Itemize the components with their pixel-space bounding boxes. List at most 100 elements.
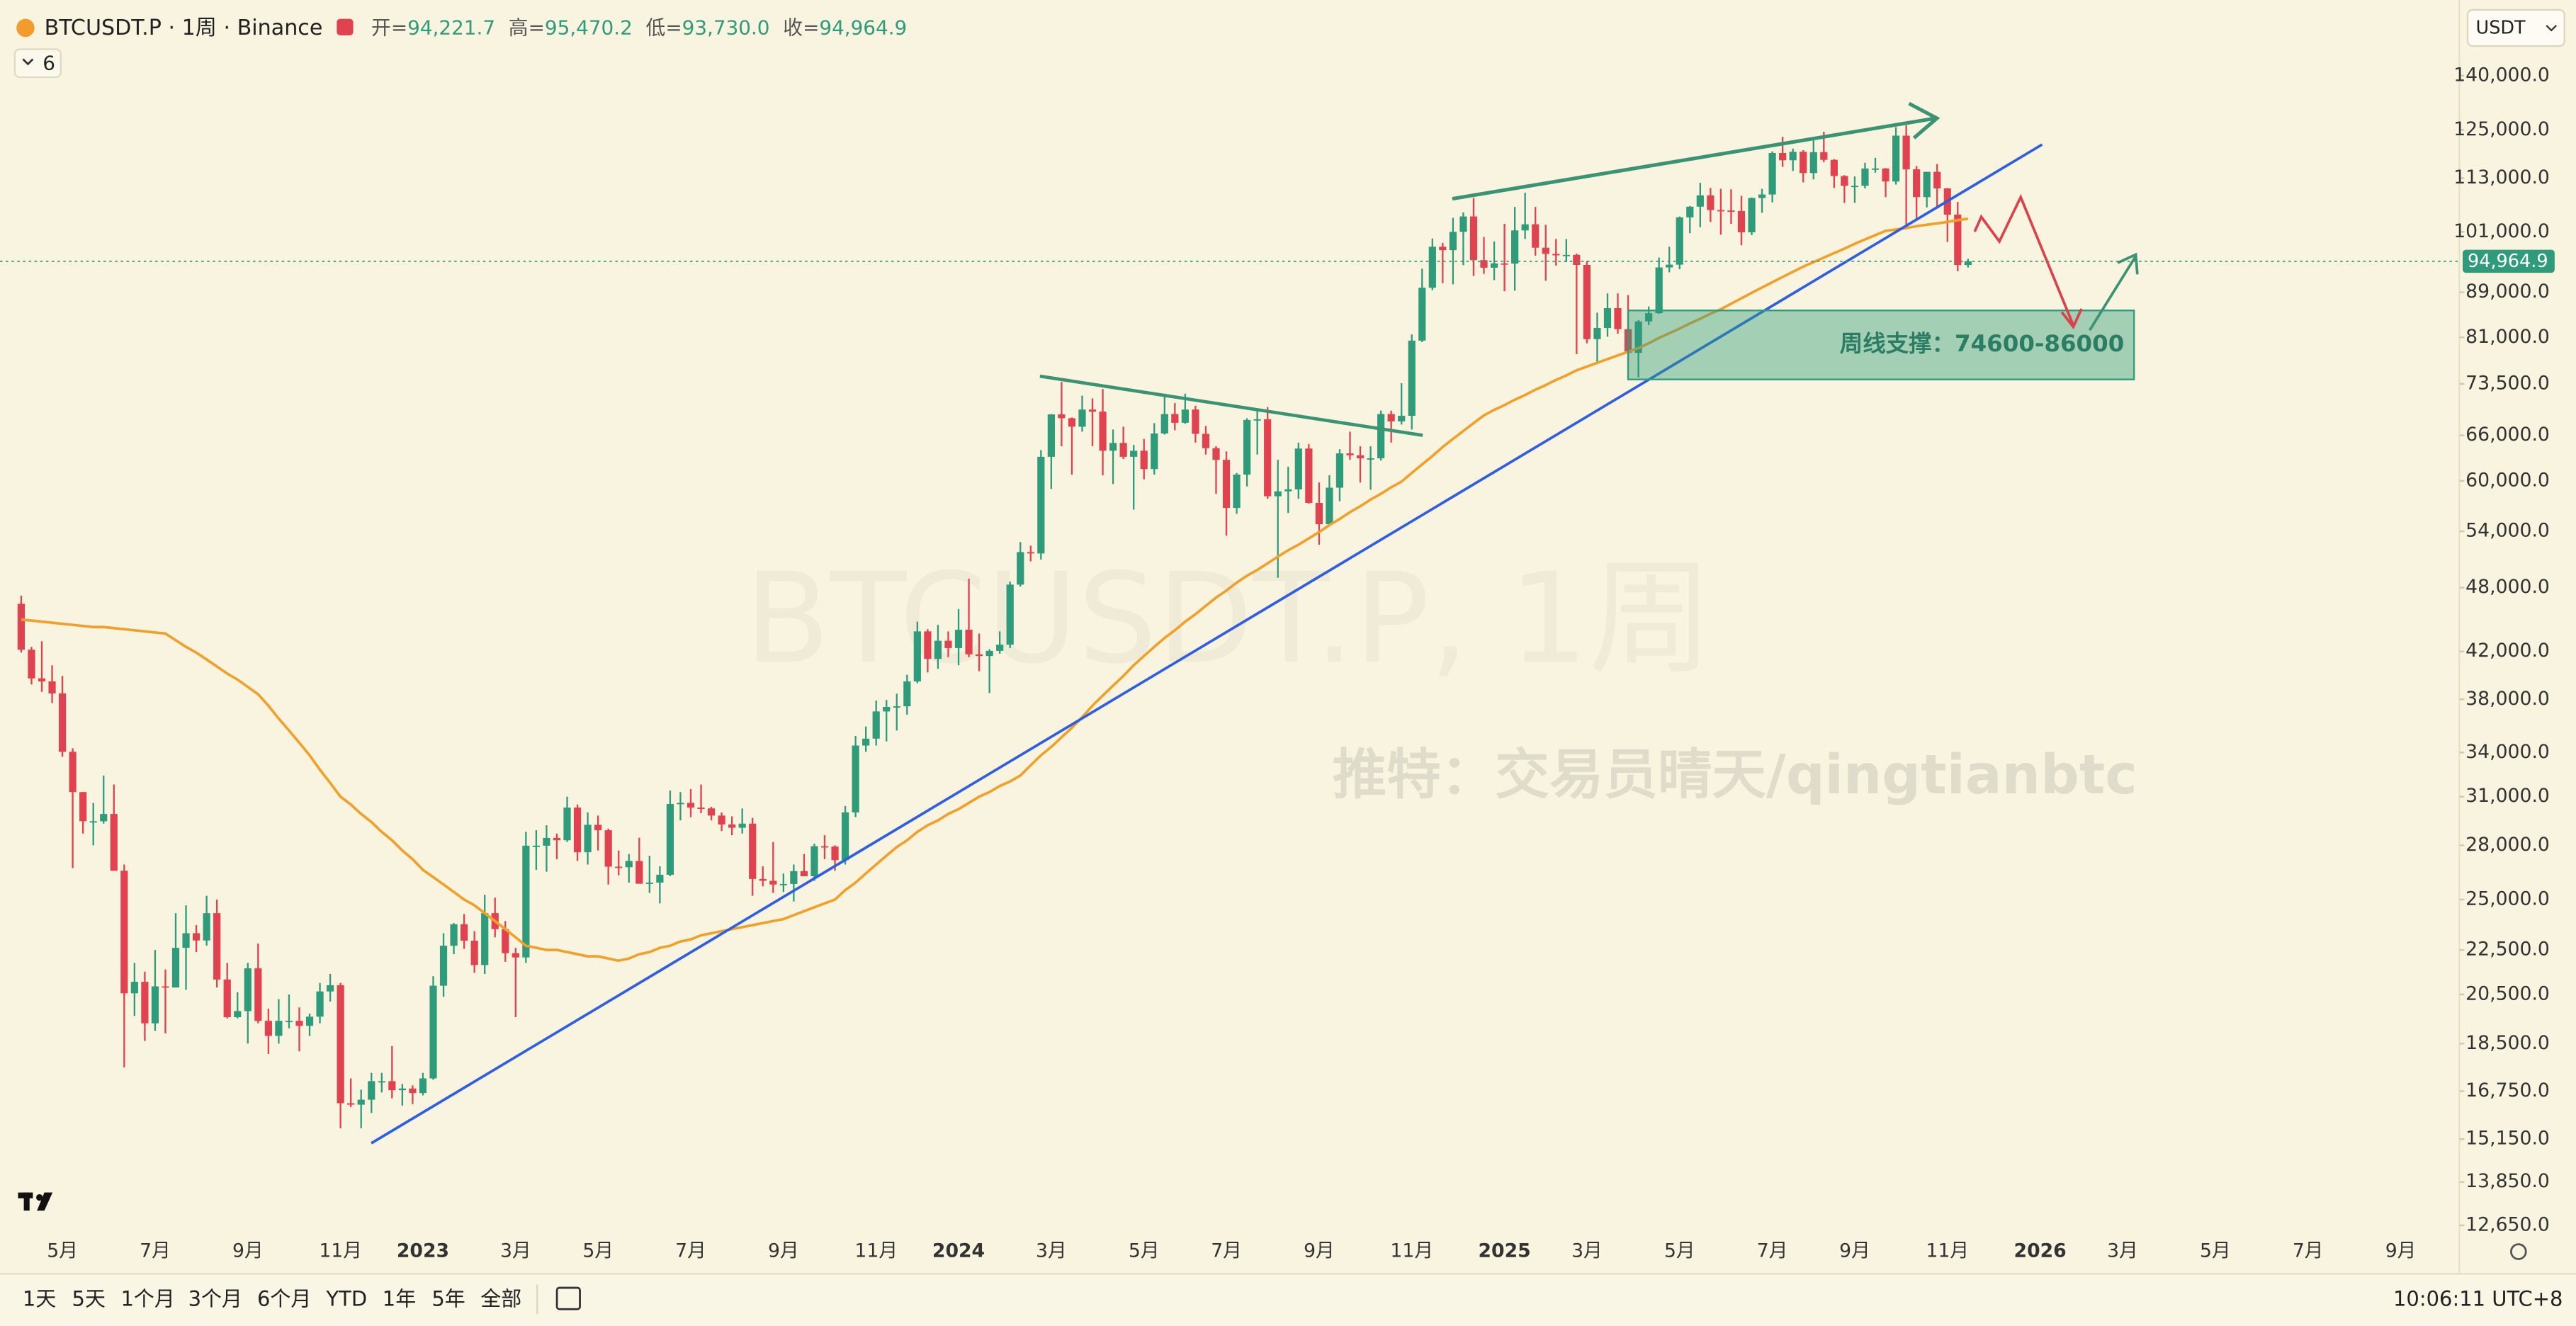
candle-body bbox=[69, 752, 77, 793]
range-button[interactable]: 1天 bbox=[23, 1286, 56, 1310]
candle-body bbox=[1676, 217, 1683, 265]
range-button[interactable]: 5年 bbox=[431, 1286, 465, 1310]
candle-body bbox=[1727, 210, 1735, 212]
settings-icon[interactable] bbox=[2510, 1243, 2527, 1260]
candle-body bbox=[130, 982, 138, 994]
candle-body bbox=[1058, 414, 1066, 419]
axes: 140,000.0 125,000.0 113,000.0 101,000.0 89,0… bbox=[0, 64, 2555, 1262]
quote-value: 93,730.0 bbox=[682, 16, 770, 40]
candle-body bbox=[1634, 321, 1642, 353]
candle-body bbox=[944, 640, 952, 648]
candle-body bbox=[1160, 414, 1168, 434]
candle-body bbox=[110, 814, 118, 871]
candle-body bbox=[1933, 171, 1941, 188]
candle-body bbox=[893, 706, 900, 708]
y-tick-label: 15,150.0 bbox=[2465, 1128, 2550, 1150]
x-tick-label: 5月 bbox=[1129, 1240, 1160, 1262]
y-tick-label: 16,750.0 bbox=[2465, 1080, 2550, 1101]
candle-body bbox=[800, 871, 808, 877]
candle-body bbox=[707, 808, 716, 816]
range-button[interactable]: 3个月 bbox=[188, 1286, 242, 1310]
y-tick-label: 18,500.0 bbox=[2465, 1032, 2550, 1054]
candle-body bbox=[635, 861, 643, 884]
x-tick-label: 3月 bbox=[2107, 1240, 2138, 1262]
candle-body bbox=[759, 878, 767, 881]
candle-body bbox=[89, 821, 97, 823]
candle-body bbox=[1140, 450, 1148, 470]
range-button[interactable]: 6个月 bbox=[257, 1286, 311, 1310]
y-tick-label: 81,000.0 bbox=[2465, 326, 2550, 348]
candle-body bbox=[872, 711, 880, 739]
last-price-tag bbox=[2462, 249, 2555, 273]
candle-body bbox=[1047, 414, 1055, 457]
range-button[interactable]: 1年 bbox=[383, 1286, 416, 1310]
candle-body bbox=[1820, 152, 1828, 160]
candle-body bbox=[17, 604, 26, 650]
candle-body bbox=[1768, 152, 1776, 195]
candle-body bbox=[1871, 168, 1880, 170]
candle-body bbox=[275, 1021, 283, 1036]
quote-value: 94,221.7 bbox=[407, 16, 495, 40]
quote-value: 95,470.2 bbox=[545, 16, 633, 40]
candle-body bbox=[1480, 260, 1488, 268]
indicator-toggle[interactable] bbox=[13, 48, 62, 79]
candle-body bbox=[1882, 168, 1889, 182]
upper-trendline bbox=[1452, 116, 1936, 201]
x-tick-label: 2024 bbox=[932, 1240, 985, 1262]
candle-body bbox=[1851, 186, 1859, 188]
candle-body bbox=[645, 883, 653, 884]
candle-body bbox=[1552, 254, 1560, 256]
y-tick-label: 48,000.0 bbox=[2465, 576, 2550, 598]
candle-body bbox=[1284, 489, 1292, 492]
candle-body bbox=[1830, 159, 1838, 176]
candle-body bbox=[182, 933, 190, 948]
candle-body bbox=[1243, 419, 1251, 475]
candle-body bbox=[1737, 210, 1746, 232]
candle-body bbox=[1717, 210, 1725, 212]
candle-body bbox=[779, 883, 787, 885]
y-tick-label: 20,500.0 bbox=[2465, 982, 2550, 1004]
candle-body bbox=[409, 1088, 417, 1094]
goto-date-icon[interactable] bbox=[555, 1286, 581, 1310]
range-button[interactable]: 5天 bbox=[72, 1286, 106, 1310]
rebound-arrow bbox=[2089, 255, 2137, 332]
candle-body bbox=[58, 693, 67, 752]
candle-body bbox=[368, 1081, 375, 1100]
candle-body bbox=[162, 986, 169, 988]
candle-body bbox=[1151, 433, 1158, 470]
candle-body bbox=[697, 808, 705, 810]
candle-body bbox=[100, 814, 108, 822]
x-tick-label: 11月 bbox=[1390, 1240, 1433, 1262]
candle-body bbox=[1335, 453, 1344, 488]
x-tick-label: 11月 bbox=[319, 1240, 362, 1262]
credit-watermark: 推特：交易员晴天/qingtianbtc bbox=[1333, 744, 2137, 807]
candle-body bbox=[1707, 195, 1714, 210]
candle-body bbox=[1521, 224, 1529, 231]
range-button[interactable]: 全部 bbox=[480, 1286, 521, 1310]
x-tick-label: 5月 bbox=[2200, 1240, 2231, 1262]
currency-select[interactable] bbox=[2466, 8, 2565, 47]
candle-body bbox=[1532, 224, 1540, 248]
candle-body bbox=[831, 846, 839, 861]
candle-body bbox=[223, 979, 231, 1017]
candle-body bbox=[1501, 263, 1508, 265]
y-tick-label: 12,650.0 bbox=[2465, 1213, 2550, 1235]
candle-body bbox=[687, 803, 695, 808]
range-button[interactable]: YTD bbox=[325, 1286, 367, 1310]
candle-body bbox=[378, 1081, 385, 1083]
x-tick-label: 11月 bbox=[1926, 1240, 1969, 1262]
candle-body bbox=[1006, 584, 1014, 645]
range-button[interactable]: 1个月 bbox=[121, 1286, 175, 1310]
candle-body bbox=[975, 654, 983, 657]
candle-body bbox=[285, 1021, 293, 1023]
candle-body bbox=[1099, 412, 1107, 451]
candle-body bbox=[213, 913, 221, 980]
candle-body bbox=[419, 1078, 427, 1094]
y-tick-label: 42,000.0 bbox=[2465, 640, 2550, 662]
candle-body bbox=[234, 1011, 242, 1017]
candle-body bbox=[244, 968, 252, 1012]
candle-body bbox=[656, 874, 664, 883]
candle-body bbox=[738, 823, 746, 828]
candle-body bbox=[1913, 169, 1921, 198]
x-tick-label: 5月 bbox=[1664, 1240, 1695, 1262]
